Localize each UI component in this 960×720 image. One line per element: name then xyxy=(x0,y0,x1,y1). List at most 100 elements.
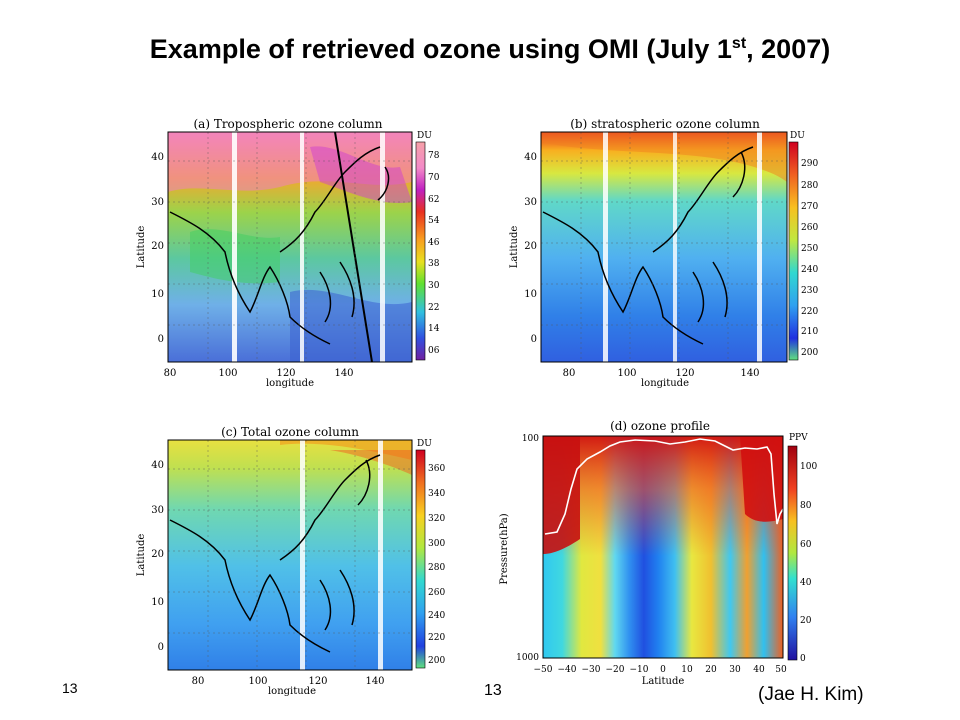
grid xyxy=(541,132,787,362)
y-tick-label: 30 xyxy=(151,197,164,208)
y-tick-label: 30 xyxy=(151,505,164,516)
x-tick-label: 50 xyxy=(775,665,787,675)
x-tick-labels: −50 −40 −30 −20 −10 0 10 20 30 40 50 xyxy=(534,665,787,675)
colorbar-unit: DU xyxy=(417,131,432,141)
x-tick-label: 80 xyxy=(192,676,205,687)
x-tick-label: 80 xyxy=(164,368,177,379)
x-tick-label: −40 xyxy=(558,665,577,675)
panel-tropospheric-ozone: (a) Tropospheric ozone column 80 100 120… xyxy=(136,117,440,389)
credit-text: (Jae H. Kim) xyxy=(758,684,864,705)
y-tick-labels: 100 1000 xyxy=(516,434,539,663)
y-tick-label: 0 xyxy=(531,334,537,345)
colorbar-tick: 30 xyxy=(428,281,440,291)
colorbar-unit: DU xyxy=(790,131,805,141)
y-tick-label: 100 xyxy=(522,434,539,444)
colorbar-tick: 06 xyxy=(428,346,440,356)
colorbar-tick: 0 xyxy=(800,654,806,664)
panel-total-ozone: (c) Total ozone column 80 100 120 140 0 … xyxy=(136,425,445,697)
plot-frame xyxy=(167,439,413,671)
y-tick-label: 1000 xyxy=(516,653,539,663)
x-tick-label: 100 xyxy=(248,676,267,687)
plot-frame xyxy=(167,131,413,363)
colorbar-tick: 46 xyxy=(428,238,440,248)
y-axis-label: Latitude xyxy=(136,534,147,577)
x-tick-label: 30 xyxy=(729,665,741,675)
y-tick-label: 40 xyxy=(151,460,164,471)
colorbar-tick-labels: 290 280 270 260 250 240 230 220 210 200 xyxy=(801,159,818,358)
colorbar-tick: 100 xyxy=(800,462,817,472)
orbit-track-line xyxy=(334,131,373,363)
colorbar-unit: DU xyxy=(417,439,432,449)
panel-title: (a) Tropospheric ozone column xyxy=(193,117,382,131)
grid xyxy=(168,440,412,670)
grid xyxy=(168,132,412,362)
y-tick-label: 20 xyxy=(151,241,164,252)
plot-frame xyxy=(540,131,788,363)
colorbar-tick: 20 xyxy=(800,616,812,626)
colorbar xyxy=(788,141,799,361)
colorbar-tick: 260 xyxy=(801,223,818,233)
coastline xyxy=(169,454,381,653)
colorbar-tick: 250 xyxy=(801,244,818,254)
colorbar-tick: 200 xyxy=(801,348,818,358)
coastline xyxy=(169,146,390,345)
x-axis-label: longitude xyxy=(641,378,689,389)
colorbar xyxy=(415,449,426,669)
colorbar xyxy=(415,141,426,361)
y-tick-labels: 0 10 20 30 40 xyxy=(151,460,164,653)
colorbar-tick: 290 xyxy=(801,159,818,169)
y-axis-label: Latitude xyxy=(509,226,520,269)
x-tick-label: 0 xyxy=(660,665,666,675)
colorbar-tick: 54 xyxy=(428,216,440,226)
colorbar-unit: PPV xyxy=(789,433,808,443)
map-field xyxy=(541,132,787,362)
colorbar-tick: 270 xyxy=(801,202,818,212)
plot-frame xyxy=(542,435,784,659)
colorbar-tick: 320 xyxy=(428,514,445,524)
x-tick-label: 140 xyxy=(740,368,759,379)
x-tick-labels: 80 100 120 140 xyxy=(164,368,354,379)
slide-number-center: 13 xyxy=(484,682,502,699)
x-tick-label: 140 xyxy=(365,676,384,687)
y-axis-label: Pressure(hPa) xyxy=(499,513,510,584)
colorbar-tick: 60 xyxy=(800,540,812,550)
slide-title: Example of retrieved ozone using OMI (Ju… xyxy=(149,34,831,64)
map-field xyxy=(168,132,412,362)
y-tick-label: 40 xyxy=(524,152,537,163)
x-tick-labels: 80 100 120 140 xyxy=(563,368,760,379)
x-tick-label: −20 xyxy=(606,665,625,675)
y-tick-label: 0 xyxy=(158,642,164,653)
y-tick-label: 10 xyxy=(524,289,537,300)
y-tick-label: 40 xyxy=(151,152,164,163)
x-tick-label: 140 xyxy=(334,368,353,379)
colorbar-tick: 230 xyxy=(801,286,818,296)
y-tick-label: 0 xyxy=(158,334,164,345)
x-tick-label: −50 xyxy=(534,665,553,675)
colorbar-tick: 280 xyxy=(801,181,818,191)
x-tick-label: 100 xyxy=(218,368,237,379)
y-tick-labels: 0 10 20 30 40 xyxy=(524,152,537,345)
y-tick-label: 30 xyxy=(524,197,537,208)
colorbar-tick: 210 xyxy=(801,327,818,337)
colorbar-tick: 360 xyxy=(428,464,445,474)
x-axis-label: longitude xyxy=(268,686,316,697)
colorbar xyxy=(787,445,798,661)
y-tick-label: 20 xyxy=(151,549,164,560)
panel-title: (d) ozone profile xyxy=(610,419,710,433)
colorbar-tick: 22 xyxy=(428,303,439,313)
profile-field xyxy=(543,436,783,658)
x-tick-label: 120 xyxy=(675,368,694,379)
colorbar-tick: 220 xyxy=(428,633,445,643)
colorbar-tick-labels: 78 70 62 54 46 38 30 22 14 06 xyxy=(428,151,440,356)
x-tick-label: 120 xyxy=(308,676,327,687)
colorbar-tick: 240 xyxy=(428,611,445,621)
colorbar-tick: 260 xyxy=(428,588,445,598)
x-tick-label: −10 xyxy=(630,665,649,675)
x-tick-label: 100 xyxy=(617,368,636,379)
x-tick-labels: 80 100 120 140 xyxy=(192,676,385,687)
y-tick-label: 20 xyxy=(524,241,537,252)
colorbar-tick: 80 xyxy=(800,501,812,511)
colorbar-tick: 38 xyxy=(428,259,440,269)
y-axis-label: Latitude xyxy=(136,226,147,269)
x-axis-label: longitude xyxy=(266,378,314,389)
